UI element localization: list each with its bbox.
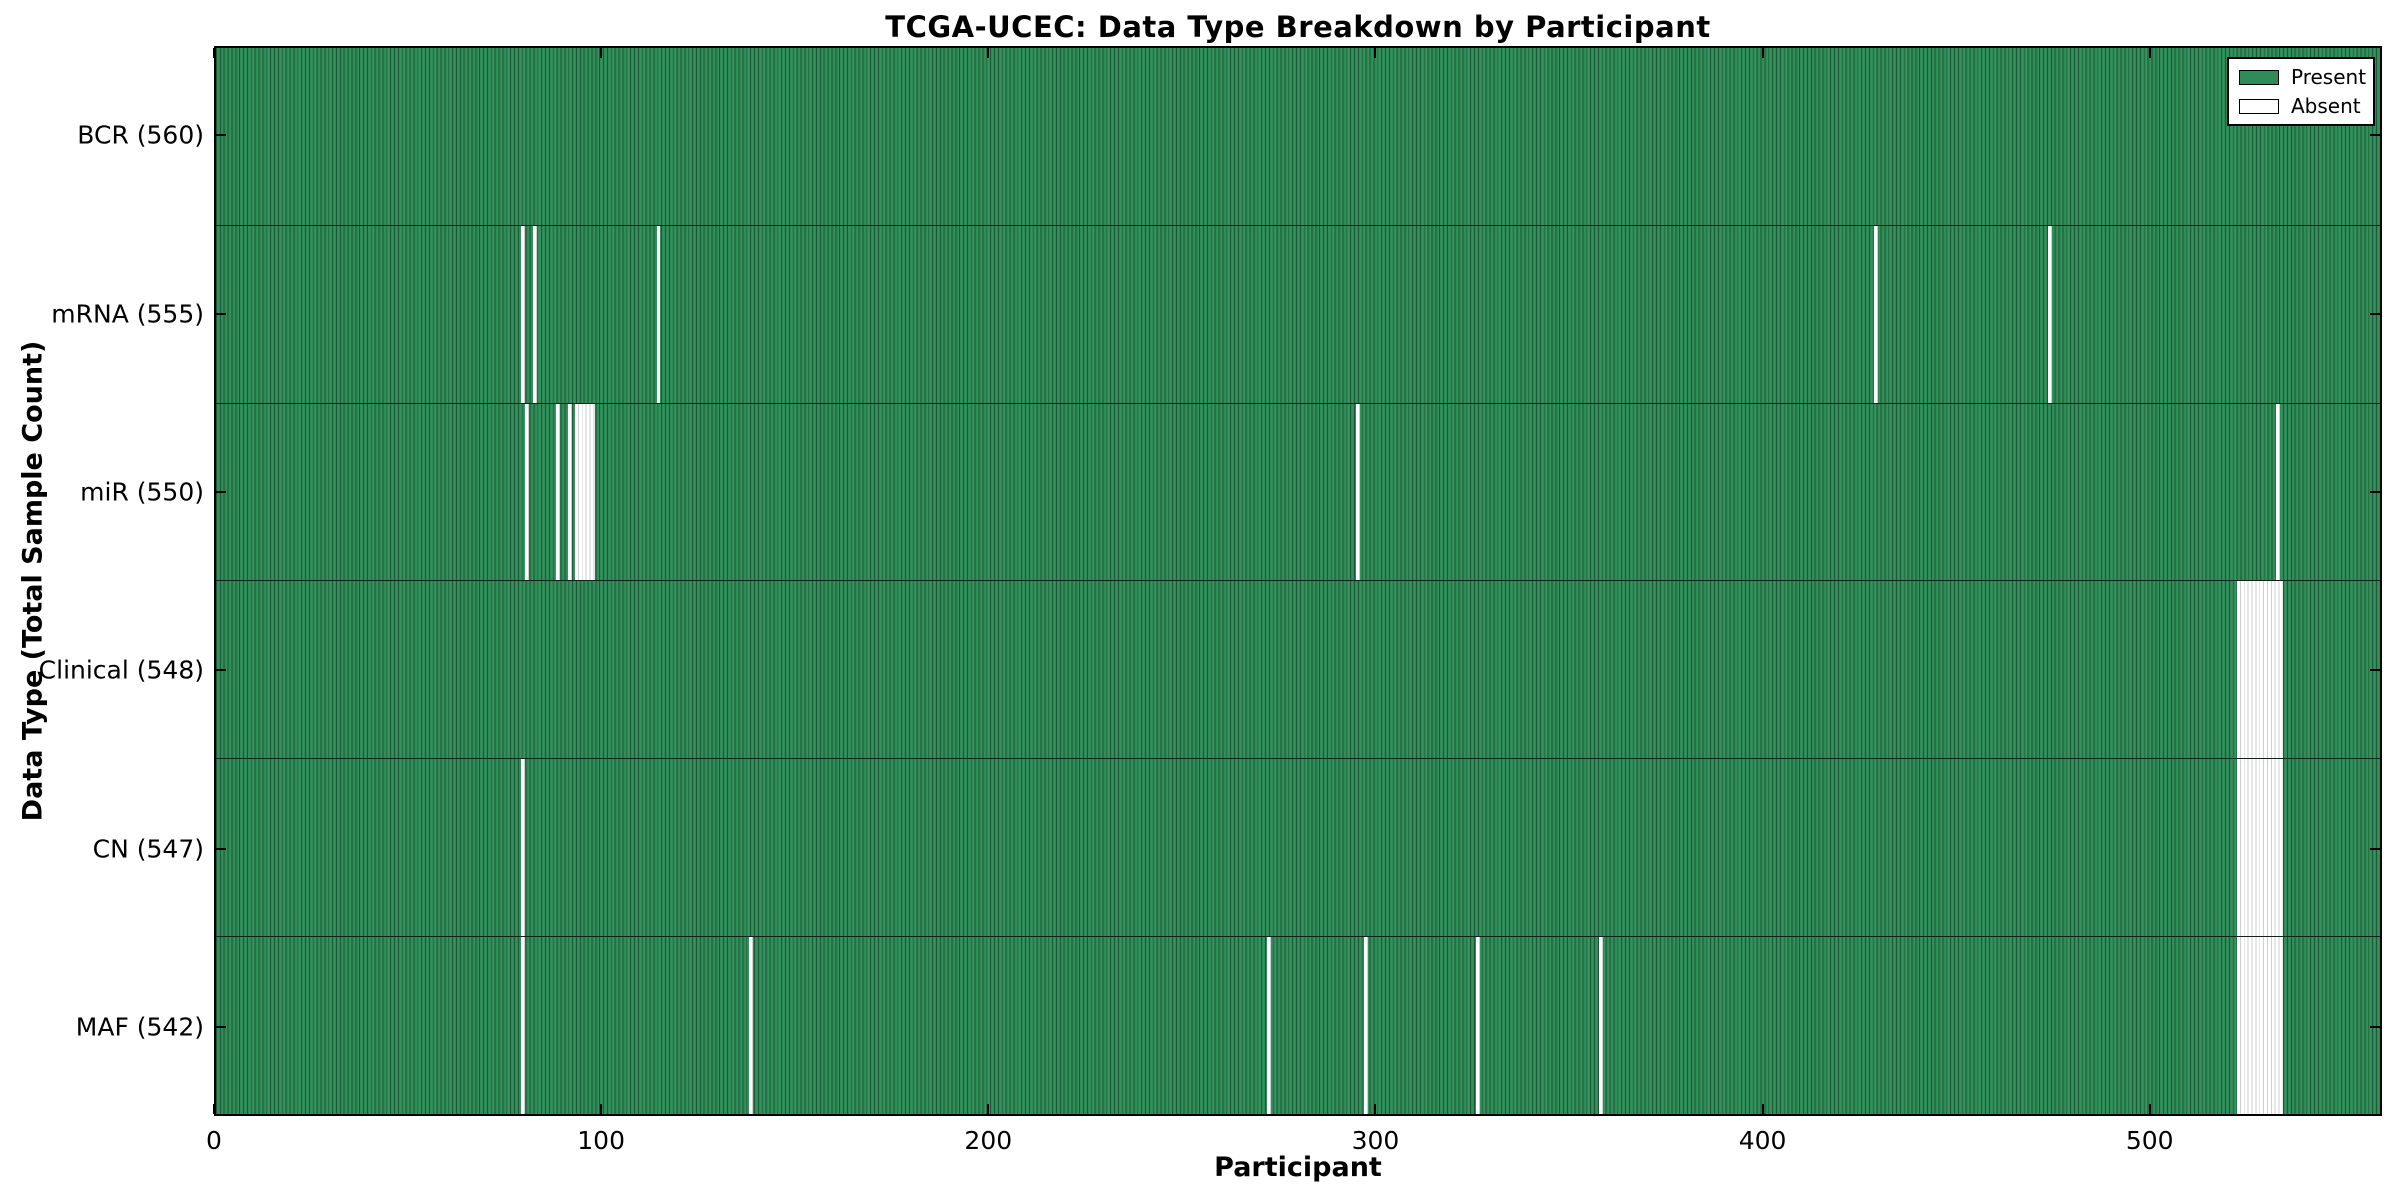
absent-swatch-icon: [2239, 98, 2279, 114]
absent-gap: [521, 937, 526, 1114]
y-tick-label: CN (547): [92, 834, 204, 863]
x-tick-mark-top: [213, 48, 215, 58]
y-tick-label: mRNA (555): [51, 299, 204, 328]
y-tick-mark: [216, 134, 226, 137]
x-tick-mark-top: [600, 48, 603, 58]
x-tick-label: 200: [964, 1126, 1013, 1155]
absent-gap: [1267, 937, 1271, 1114]
legend: Present Absent: [2227, 57, 2375, 126]
y-tick-mark: [216, 669, 226, 672]
absent-gap: [532, 225, 537, 403]
y-tick-label: MAF (542): [75, 1012, 204, 1042]
y-tick-mark: [216, 1025, 226, 1028]
x-tick-mark: [2148, 1104, 2151, 1114]
x-tick-mark-top: [1374, 48, 1377, 58]
x-tick-mark: [600, 1104, 603, 1114]
absent-gap: [656, 225, 661, 403]
x-tick-mark-top: [1761, 48, 1764, 58]
y-tick-mark-right: [2370, 1025, 2380, 1028]
absent-gap: [567, 403, 572, 581]
absent-gap: [1363, 937, 1368, 1114]
chart-row-mir: [216, 403, 2380, 582]
absent-gap: [1873, 225, 1878, 403]
y-tick-label: BCR (560): [77, 120, 204, 150]
legend-present-label: Present: [2291, 65, 2367, 89]
absent-gap: [525, 403, 529, 581]
y-axis-title: Data Type (Total Sample Count): [17, 340, 49, 822]
legend-absent-label: Absent: [2291, 94, 2361, 118]
absent-gap: [2237, 581, 2284, 759]
x-tick-mark: [1374, 1104, 1377, 1114]
y-tick-label: miR (550): [80, 477, 204, 507]
y-tick-label: Clinical (548): [38, 655, 204, 685]
absent-gap: [2237, 937, 2284, 1114]
absent-gap: [575, 403, 595, 581]
chart-title: TCGA-UCEC: Data Type Breakdown by Partic…: [885, 10, 1711, 44]
x-tick-label: 300: [1351, 1126, 1400, 1155]
legend-entry-present: Present: [2239, 65, 2367, 89]
chart-row-clinical: [216, 581, 2380, 760]
chart-row-maf: [216, 937, 2380, 1114]
x-tick-mark: [1761, 1104, 1764, 1114]
chart-row-cn: [216, 759, 2380, 938]
absent-gap: [1599, 937, 1604, 1114]
absent-gap: [521, 225, 526, 403]
absent-gap: [1475, 937, 1480, 1114]
x-tick-label: 500: [2125, 1126, 2174, 1155]
y-tick-mark: [216, 490, 226, 493]
present-swatch-icon: [2239, 69, 2279, 85]
y-tick-mark-right: [2370, 134, 2380, 137]
y-tick-mark-right: [2370, 847, 2380, 850]
absent-gap: [1355, 403, 1360, 581]
y-tick-mark: [216, 847, 226, 850]
absent-gap: [2237, 759, 2284, 937]
legend-entry-absent: Absent: [2239, 96, 2363, 116]
plot-area: [214, 46, 2382, 1116]
absent-gap: [2047, 225, 2052, 403]
x-tick-mark-top: [987, 48, 990, 58]
x-tick-mark: [987, 1104, 990, 1114]
x-tick-label: 0: [206, 1126, 222, 1155]
absent-gap: [2275, 403, 2280, 581]
x-tick-mark: [213, 1104, 215, 1114]
chart-row-bcr: [216, 48, 2380, 226]
x-tick-label: 400: [1738, 1126, 1787, 1155]
x-tick-label: 100: [577, 1126, 625, 1155]
absent-gap: [521, 759, 526, 937]
y-tick-mark-right: [2370, 669, 2380, 672]
absent-gap: [556, 403, 560, 581]
y-tick-mark-right: [2370, 490, 2380, 493]
y-tick-mark: [216, 312, 226, 315]
y-tick-mark-right: [2370, 312, 2380, 315]
chart-row-mrna: [216, 225, 2380, 404]
absent-gap: [749, 937, 754, 1114]
x-tick-mark-top: [2148, 48, 2151, 58]
x-axis-title: Participant: [1214, 1152, 1382, 1183]
